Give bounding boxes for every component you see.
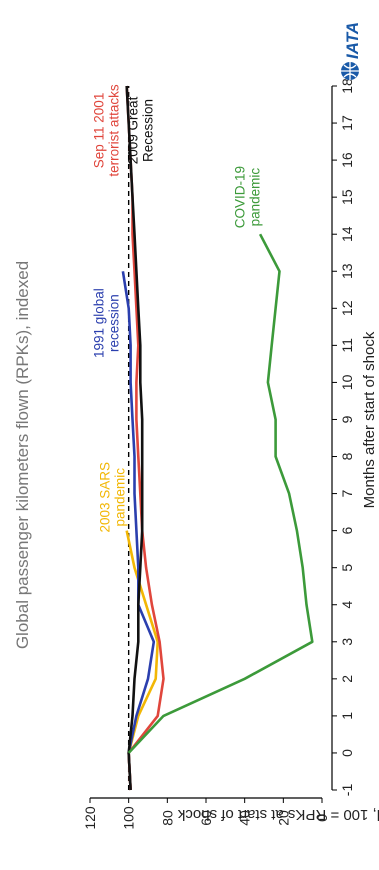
series-line-3	[125, 85, 144, 791]
iata-logo: IATA	[341, 22, 362, 80]
x-tick-label: 18	[339, 78, 355, 94]
series-line-4	[127, 233, 314, 754]
x-tick-label: 11	[339, 338, 355, 353]
series-label-3: 2009 GreatRecession	[126, 96, 156, 164]
x-tick-label: 15	[339, 189, 355, 205]
y-axis-label: Indexed, 100 = RPKs at start of shock	[177, 806, 379, 823]
series-label-2: Sep 11 2001terrorist attacks	[92, 84, 122, 177]
series-label-1: 1991 globalrecession	[92, 288, 122, 358]
series-label-4: COVID-19pandemic	[233, 166, 263, 228]
x-tick-label: 10	[339, 374, 355, 390]
x-tick-label: 7	[339, 489, 355, 497]
series-lines	[121, 85, 314, 791]
x-tick-label: 1	[339, 712, 355, 720]
y-tick-label: 100	[121, 806, 137, 830]
iata-logo-text: IATA	[343, 22, 362, 59]
x-tick-label: 8	[339, 452, 355, 460]
x-tick-label: 14	[339, 226, 355, 242]
x-tick-label: 12	[339, 300, 355, 316]
x-tick-label: 3	[339, 638, 355, 646]
y-tick-label: 80	[159, 810, 175, 826]
y-tick-label: 0	[314, 814, 330, 822]
x-axis-label: Months after start of shock	[361, 331, 378, 508]
x-tick-label: -1	[339, 784, 355, 797]
x-tick-label: 0	[339, 749, 355, 757]
x-tick-label: 16	[339, 152, 355, 168]
series-label-0: 2003 SARSpandemic	[97, 462, 127, 533]
y-tick-label: 120	[82, 806, 98, 830]
y-tick-label: 40	[237, 810, 253, 826]
y-tick-label: 60	[198, 810, 214, 826]
series-line-1	[121, 271, 156, 791]
x-tick-label: 13	[339, 263, 355, 279]
x-tick-label: 6	[339, 527, 355, 535]
x-tick-label: 17	[339, 115, 355, 131]
chart-title: Global passenger kilometers flown (RPKs)…	[13, 261, 32, 649]
y-tick-label: 20	[275, 810, 291, 826]
x-tick-label: 2	[339, 675, 355, 683]
series-annotations: 2003 SARSpandemic 1991 globalrecession Sep…	[92, 84, 263, 532]
chart-axes: 020406080100120-101234567891011121314151…	[82, 78, 355, 830]
x-tick-label: 4	[339, 601, 355, 609]
x-tick-label: 5	[339, 564, 355, 572]
x-tick-label: 9	[339, 415, 355, 423]
